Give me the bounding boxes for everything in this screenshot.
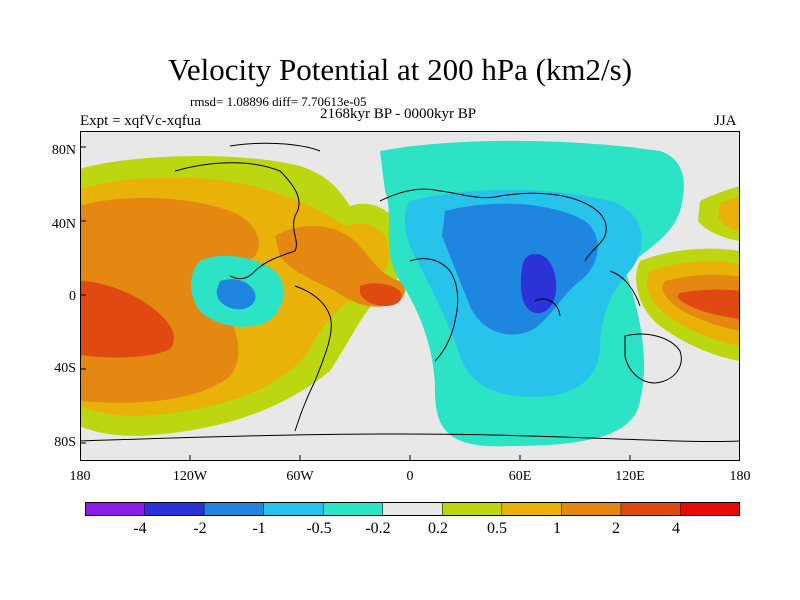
y-tick-80n: 80N — [51, 143, 76, 158]
x-tick-60e: 60E — [508, 469, 532, 484]
y-tick-80s: 80S — [54, 435, 76, 450]
colorbar-label-7: 1 — [553, 520, 561, 537]
negative-region-eastern-1 — [442, 203, 598, 335]
x-tick-0: 0 — [406, 469, 414, 484]
colorbar-cell-3 — [263, 502, 324, 516]
x-tick-60w: 60W — [286, 469, 314, 484]
x-tick-180w: 180 — [69, 469, 91, 484]
colorbar-cell-6 — [442, 502, 503, 516]
colorbar-label-0: -4 — [133, 520, 147, 537]
positive-region-pacific-2 — [80, 281, 174, 358]
experiment-label: Expt = xqfVc-xqfua — [80, 113, 201, 129]
positive-region-atlantic-2 — [360, 283, 402, 306]
colorbar-cell-10 — [680, 502, 740, 516]
colorbar-cell-8 — [561, 502, 622, 516]
positive-region-northwest-pacific-0.5 — [718, 197, 740, 231]
colorbar-cell-4 — [322, 502, 384, 516]
colorbar-cell-2 — [203, 502, 265, 516]
colorbar-label-3: -0.5 — [306, 520, 332, 537]
colorbar-label-1: -2 — [193, 520, 207, 537]
colorbar-cell-7 — [501, 502, 563, 516]
colorbar-label-5: 0.2 — [428, 520, 448, 537]
negative-region-east-pacific-strong — [216, 279, 256, 310]
colorbar-label-4: -0.2 — [365, 520, 391, 537]
x-tick-120w: 120W — [172, 469, 208, 484]
period-label: 2168kyr BP - 0000kyr BP — [320, 106, 477, 122]
colorbar-label-6: 0.5 — [487, 520, 507, 537]
colorbar — [85, 502, 740, 516]
colorbar-cell-1 — [144, 502, 205, 516]
negative-region-eastern-2 — [520, 253, 557, 314]
y-tick-40n: 40N — [51, 217, 76, 232]
colorbar-label-9: 4 — [672, 520, 680, 537]
colorbar-label-8: 2 — [612, 520, 620, 537]
coastlines — [80, 142, 740, 443]
y-tick-40s: 40S — [54, 361, 76, 376]
stats-label: rmsd= 1.08896 diff= 7.70613e-05 — [190, 94, 367, 109]
colorbar-cell-5 — [382, 502, 444, 516]
x-tick-120e: 120E — [615, 469, 645, 484]
axis-ticks — [80, 146, 631, 461]
colorbar-label-2: -1 — [252, 520, 266, 537]
chart-title: Velocity Potential at 200 hPa (km2/s) — [167, 52, 633, 87]
velocity-potential-map — [80, 131, 740, 461]
positive-region-west-pacific-2 — [677, 289, 740, 319]
x-tick-180e: 180 — [729, 469, 751, 484]
colorbar-cell-0 — [85, 502, 146, 516]
season-label: JJA — [714, 113, 737, 129]
colorbar-cell-9 — [620, 502, 682, 516]
y-tick-0: 0 — [69, 289, 76, 304]
